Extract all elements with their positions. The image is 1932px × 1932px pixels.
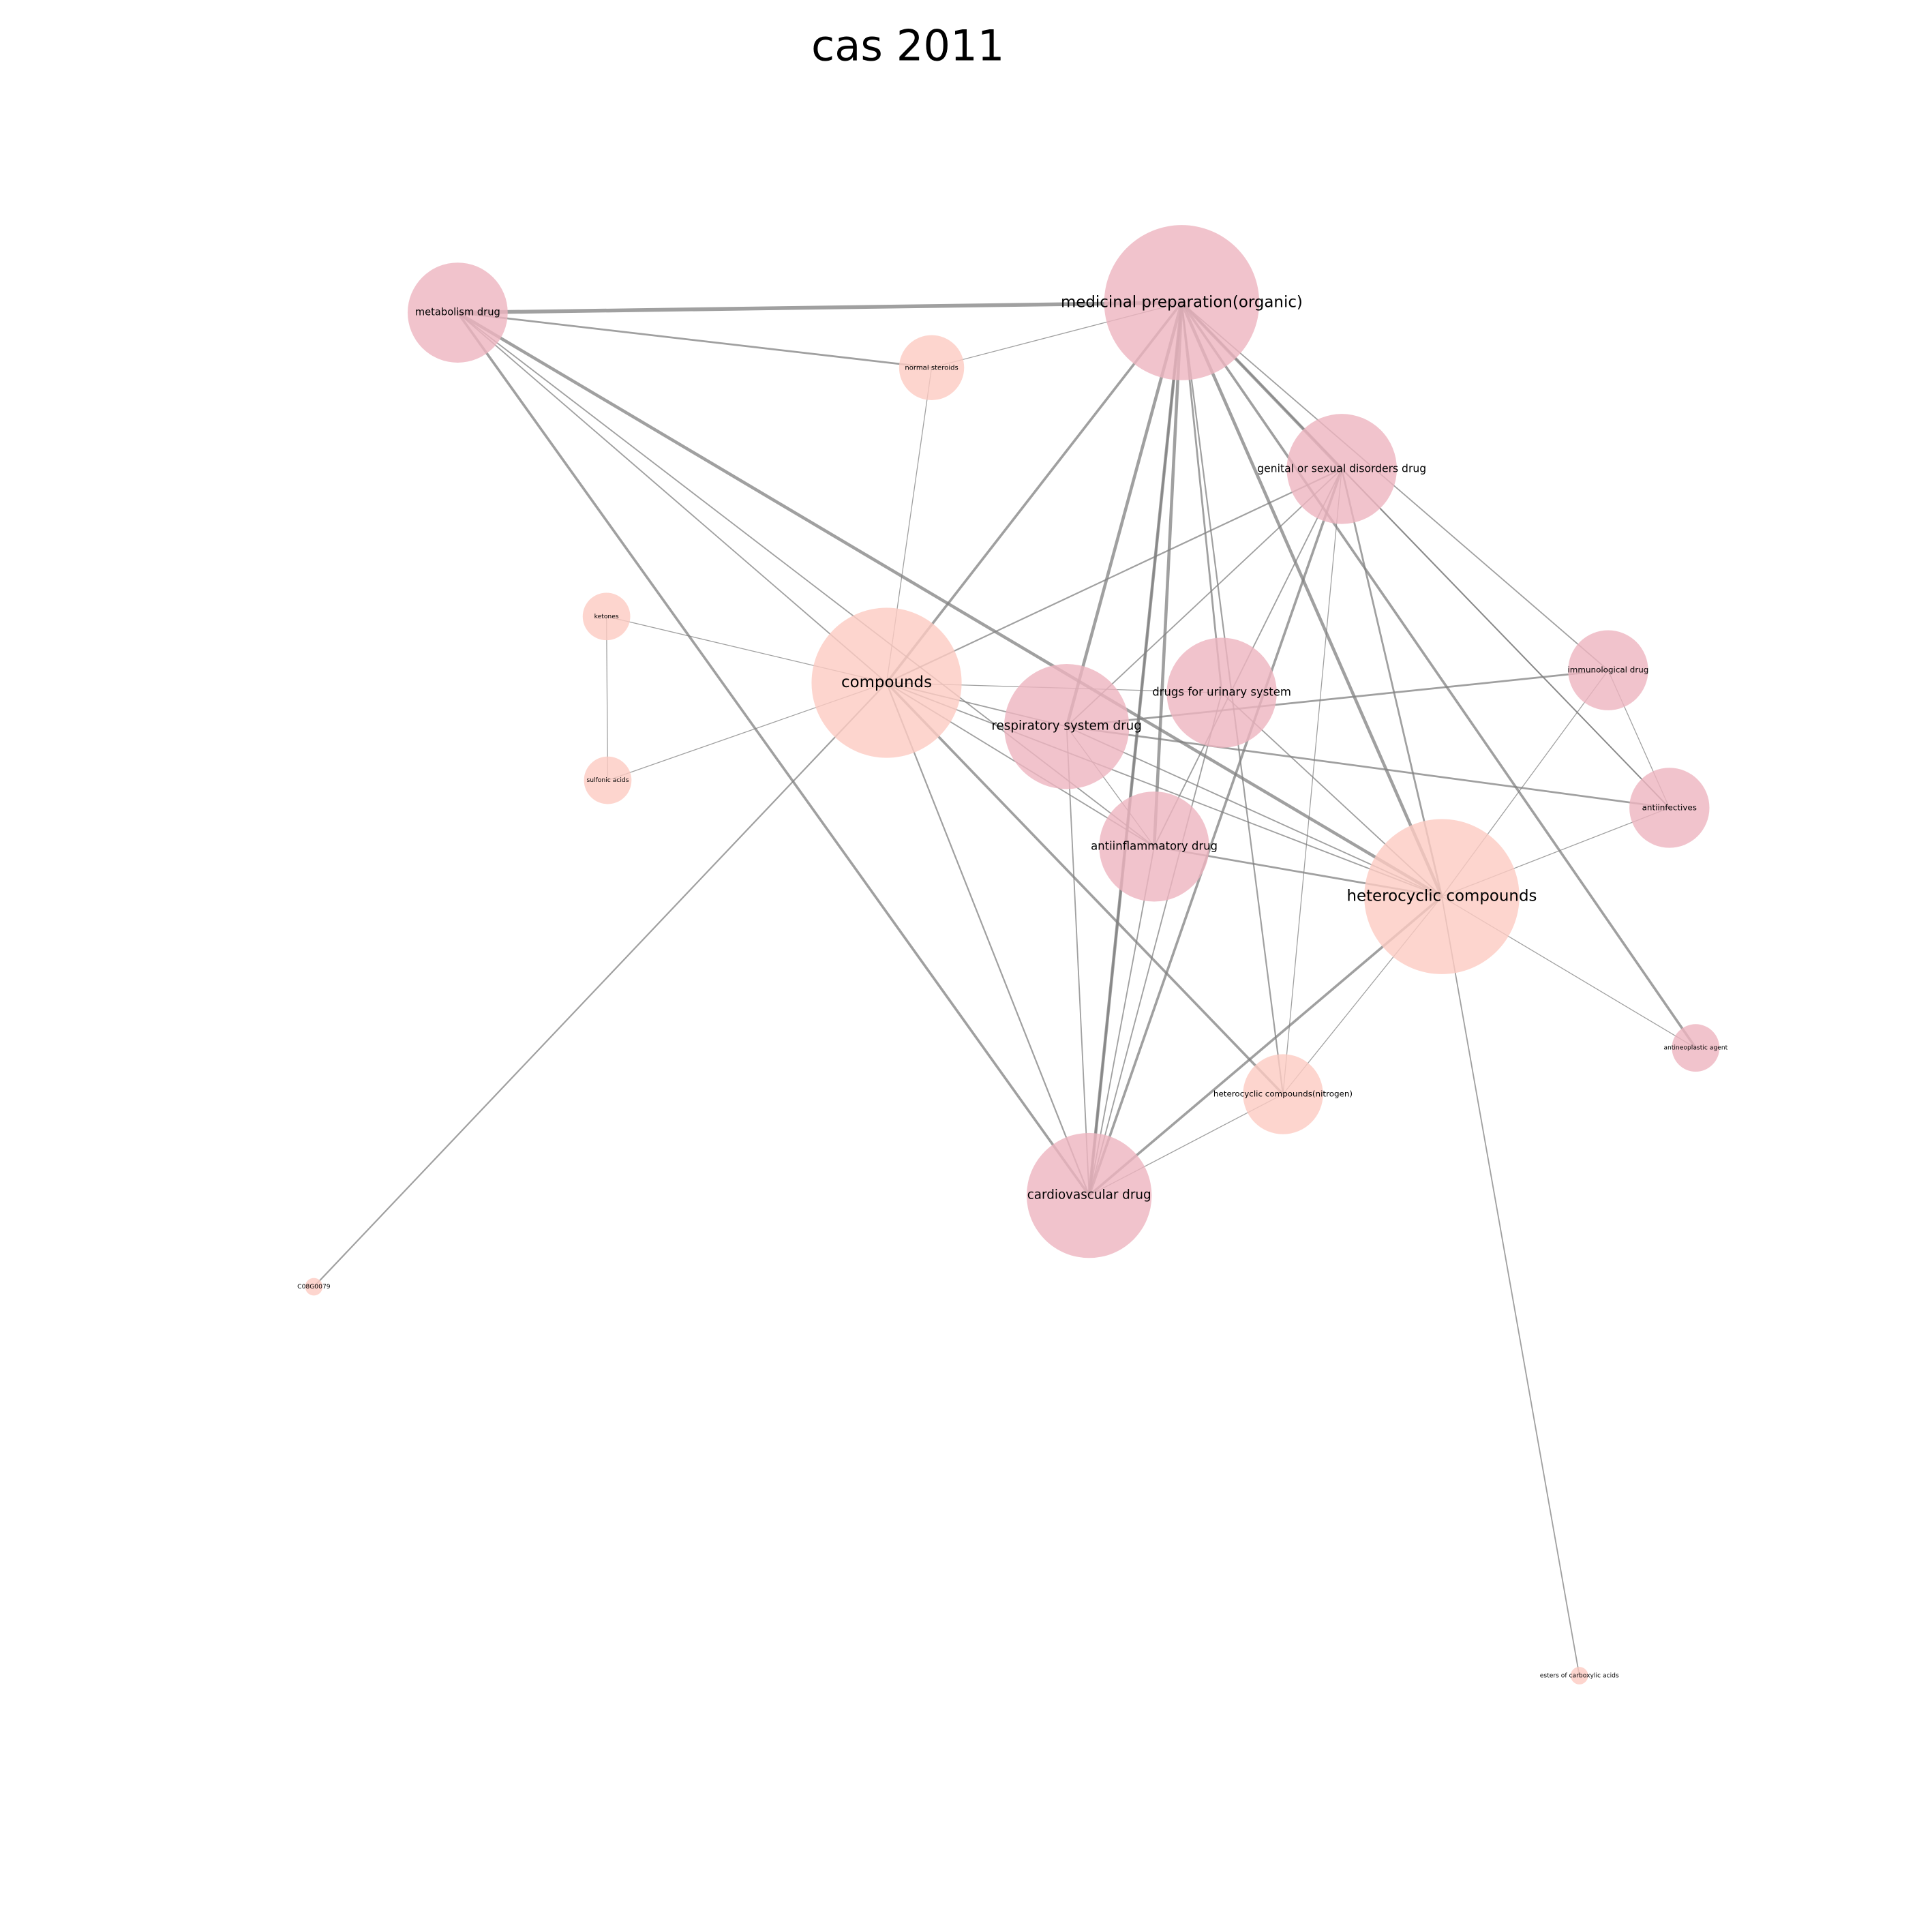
node-label: esters of carboxylic acids xyxy=(1540,1672,1619,1679)
node-label: antiinflammatory drug xyxy=(1091,839,1218,852)
node xyxy=(1104,225,1260,380)
edge xyxy=(1066,725,1670,809)
edge xyxy=(886,682,1090,1196)
edges xyxy=(313,301,1697,1676)
node-label: metabolism drug xyxy=(415,307,500,318)
node xyxy=(1364,819,1520,974)
edge xyxy=(1066,726,1090,1196)
node xyxy=(584,756,632,804)
edge xyxy=(457,312,888,684)
node xyxy=(1570,1667,1588,1685)
edge xyxy=(886,301,1183,684)
edge xyxy=(1441,896,1580,1676)
edge xyxy=(1180,301,1697,1049)
node xyxy=(1026,1132,1152,1258)
node-label: antiinfectives xyxy=(1642,802,1697,812)
node-label: genital or sexual disorders drug xyxy=(1257,462,1426,474)
edge xyxy=(1152,302,1183,847)
node-label: drugs for urinary system xyxy=(1152,686,1291,699)
node-label: heterocyclic compounds xyxy=(1346,888,1537,905)
edge xyxy=(456,312,1091,1196)
node xyxy=(1568,630,1648,710)
node xyxy=(1629,768,1710,848)
node xyxy=(1672,1024,1720,1072)
node-label: medicinal preparation(organic) xyxy=(1061,293,1303,311)
node-label: immunological drug xyxy=(1567,665,1648,675)
edge xyxy=(457,311,1443,899)
edge xyxy=(1282,468,1342,1095)
node-label: cardiovascular drug xyxy=(1027,1188,1151,1203)
edge xyxy=(457,312,932,369)
title: cas 2011 xyxy=(811,21,1005,71)
edge xyxy=(1066,669,1609,728)
node xyxy=(582,592,631,641)
edge xyxy=(1088,302,1183,1196)
nodes: medicinal preparation(organic) metabolism… xyxy=(297,225,1728,1685)
node-label: heterocyclic compounds(nitrogen) xyxy=(1213,1089,1353,1099)
node-label: compounds xyxy=(841,674,932,691)
node-label: antineoplastic agent xyxy=(1663,1044,1727,1052)
edge xyxy=(1181,302,1609,671)
node xyxy=(1286,414,1397,524)
node xyxy=(1099,791,1209,902)
node-label: C08G0079 xyxy=(297,1283,331,1290)
node-label: respiratory system drug xyxy=(991,719,1142,734)
node-label: normal steroids xyxy=(905,364,958,372)
node xyxy=(899,335,965,400)
edge xyxy=(886,682,1443,898)
edge xyxy=(457,301,1182,315)
edge xyxy=(886,468,1342,684)
edge xyxy=(605,616,609,781)
node xyxy=(1166,637,1277,748)
node xyxy=(305,1278,323,1296)
edge xyxy=(1088,692,1223,1196)
node-label: sulfonic acids xyxy=(586,776,629,784)
node xyxy=(1243,1054,1323,1134)
node xyxy=(1003,664,1130,789)
edge xyxy=(1066,468,1342,727)
edge xyxy=(313,682,888,1288)
edge xyxy=(1087,468,1343,1196)
node-label: ketones xyxy=(594,613,619,620)
node xyxy=(407,262,508,363)
edge xyxy=(886,682,1284,1096)
edge xyxy=(1180,301,1444,898)
node xyxy=(811,607,962,758)
edge xyxy=(1341,468,1670,809)
